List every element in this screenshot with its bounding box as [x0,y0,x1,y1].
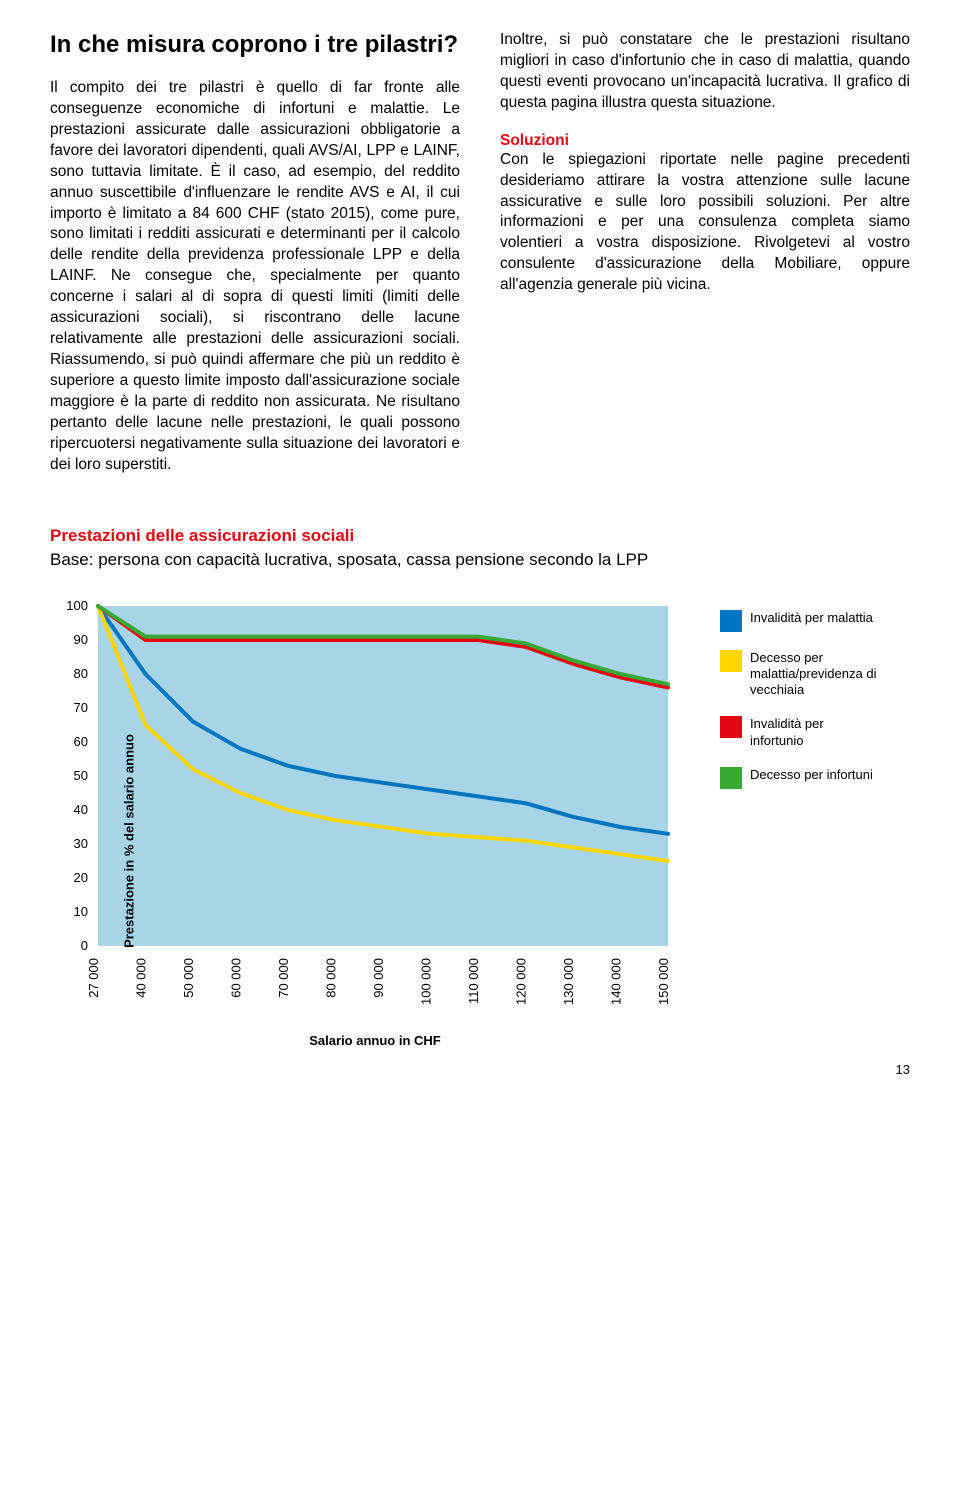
svg-text:120 000: 120 000 [514,958,529,1005]
page-heading: In che misura coprono i tre pilastri? [50,30,460,60]
svg-text:20: 20 [74,870,88,885]
svg-text:80 000: 80 000 [324,958,339,998]
left-column-body: Il compito dei tre pilastri è quello di … [50,78,460,476]
chart-x-axis-label: Salario annuo in CHF [50,1033,700,1048]
legend-item: Invalidità per malattia [720,610,880,632]
legend-swatch [720,610,742,632]
legend-label: Invalidità per infortunio [750,716,880,749]
svg-text:150 000: 150 000 [656,958,671,1005]
legend-label: Decesso per infortuni [750,767,873,783]
chart-title: Prestazioni delle assicurazioni sociali [50,526,910,546]
legend-label: Decesso per malattia/previdenza di vecch… [750,650,880,699]
svg-text:100: 100 [66,598,88,613]
soluzioni-heading: Soluzioni [500,132,910,150]
svg-text:70 000: 70 000 [276,958,291,998]
svg-text:0: 0 [81,938,88,953]
svg-text:40 000: 40 000 [134,958,149,998]
svg-text:90 000: 90 000 [371,958,386,998]
legend-swatch [720,650,742,672]
chart-y-axis-label: Prestazione in % del salario annuo [121,734,136,948]
svg-text:40: 40 [74,802,88,817]
page-number: 13 [50,1062,910,1077]
svg-text:50: 50 [74,768,88,783]
svg-text:70: 70 [74,700,88,715]
svg-text:140 000: 140 000 [609,958,624,1005]
chart-area: Prestazione in % del salario annuo 0 10 20… [50,590,700,1048]
legend-item: Invalidità per infortunio [720,716,880,749]
legend-item: Decesso per infortuni [720,767,880,789]
right-column-body-2: Con le spiegazioni riportate nelle pagin… [500,150,910,296]
svg-text:60: 60 [74,734,88,749]
chart-subtitle: Base: persona con capacità lucrativa, sp… [50,550,910,570]
svg-text:60 000: 60 000 [229,958,244,998]
chart-legend: Invalidità per malattia Decesso per malat… [720,590,880,789]
svg-text:90: 90 [74,632,88,647]
legend-label: Invalidità per malattia [750,610,873,626]
svg-text:110 000: 110 000 [466,958,481,1004]
svg-text:130 000: 130 000 [561,958,576,1005]
right-column-body-1: Inoltre, si può constatare che le presta… [500,30,910,114]
line-chart: 0 10 20 30 40 50 60 70 80 90 100 27 000 40 000 50 000… [50,590,700,1020]
svg-text:50 000: 50 000 [181,958,196,998]
legend-item: Decesso per malattia/previdenza di vecch… [720,650,880,699]
svg-text:100 000: 100 000 [419,958,434,1005]
svg-text:27 000: 27 000 [86,958,101,998]
legend-swatch [720,767,742,789]
svg-text:80: 80 [74,666,88,681]
svg-text:30: 30 [74,836,88,851]
svg-text:10: 10 [74,904,88,919]
legend-swatch [720,716,742,738]
